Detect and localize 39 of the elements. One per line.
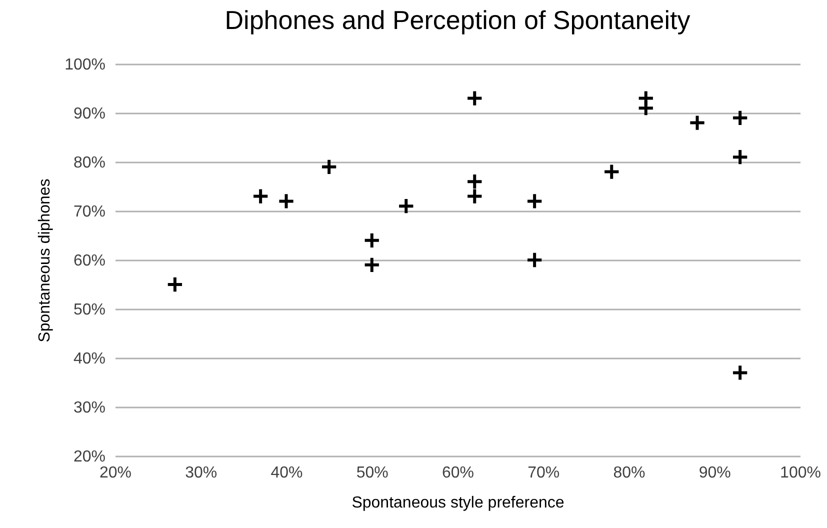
x-tick-label: 80% <box>613 464 646 482</box>
x-tick-label: 20% <box>99 464 132 482</box>
point <box>466 188 484 205</box>
x-tick-label: 30% <box>185 464 218 482</box>
point <box>731 148 749 166</box>
y-tick-label: 20% <box>73 448 106 466</box>
point <box>731 364 749 382</box>
point <box>688 114 706 132</box>
x-tick-label: 100% <box>780 464 821 482</box>
point <box>363 232 380 249</box>
point <box>637 100 654 117</box>
x-axis-title: Spontaneous style preference <box>352 494 564 512</box>
y-tick-label: 50% <box>73 302 106 318</box>
x-tick-label: 70% <box>528 464 560 482</box>
point <box>363 256 380 274</box>
y-tick-label: 30% <box>73 400 106 416</box>
y-tick-label: 40% <box>73 350 106 368</box>
point <box>466 90 484 107</box>
point <box>466 173 484 190</box>
x-tick-label: 40% <box>270 464 303 482</box>
x-tick-label: 50% <box>356 464 388 482</box>
point <box>320 158 338 176</box>
x-tick-label: 60% <box>442 464 474 482</box>
point <box>398 198 415 215</box>
y-tick-label: 80% <box>73 154 106 172</box>
point <box>526 192 544 210</box>
point <box>166 276 184 294</box>
point <box>603 163 620 180</box>
y-tick-label: 70% <box>73 204 106 220</box>
y-axis-title: Spontaneous diphones <box>36 178 54 342</box>
point <box>252 188 270 205</box>
chart-title: Diphones and Perception of Spontaneity <box>224 5 690 35</box>
y-tick-label: 60% <box>73 252 106 270</box>
point <box>278 192 295 210</box>
x-tick-label: 90% <box>698 464 731 482</box>
point <box>526 251 544 269</box>
y-tick-label: 100% <box>64 56 106 74</box>
y-tick-label: 90% <box>73 106 106 122</box>
point <box>731 109 749 126</box>
